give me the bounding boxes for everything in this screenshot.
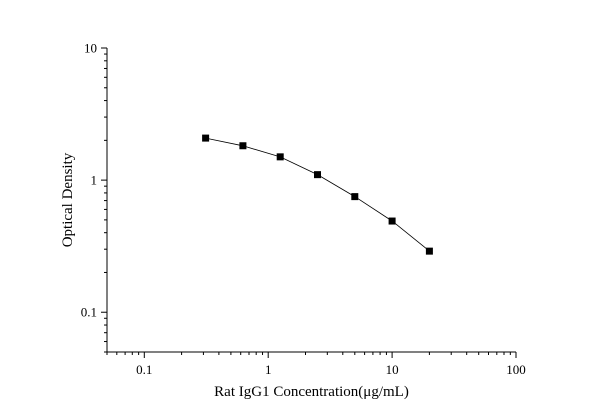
data-point — [351, 193, 359, 201]
y-tick-label: 1 — [91, 173, 98, 188]
series-line — [205, 137, 430, 252]
x-axis-title: Rat IgG1 Concentration(μg/mL) — [214, 384, 409, 400]
x-tick-label: 0.1 — [136, 362, 152, 377]
data-point — [276, 153, 284, 161]
y-tick-label: 0.1 — [81, 305, 97, 320]
data-point — [239, 142, 247, 150]
y-tick-label: 10 — [84, 41, 97, 56]
x-tick-label: 1 — [265, 362, 272, 377]
axes: 0.1 1 10 100 0.1 1 10 — [81, 41, 526, 378]
plot-area — [202, 134, 433, 255]
y-axis-title: Optical Density — [60, 152, 76, 247]
data-point — [388, 217, 396, 225]
data-point — [202, 134, 210, 142]
x-tick-label: 10 — [386, 362, 399, 377]
data-point — [314, 171, 322, 179]
x-tick-label: 100 — [506, 362, 526, 377]
data-point — [425, 247, 433, 255]
